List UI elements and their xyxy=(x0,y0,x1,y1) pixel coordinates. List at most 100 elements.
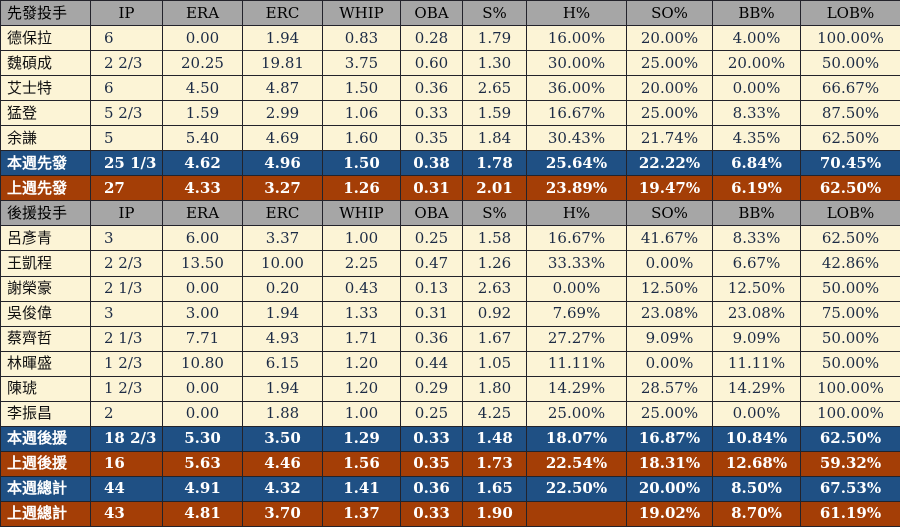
stat-cell: 1.37 xyxy=(322,500,401,527)
stat-cell: 0.33 xyxy=(400,425,463,452)
stat-cell: 3.00 xyxy=(162,300,243,327)
stat-cell: 7.69% xyxy=(526,300,627,327)
summary-name: 本週總計 xyxy=(0,475,91,502)
stat-cell: 2.65 xyxy=(462,75,527,102)
stat-cell: 0.36 xyxy=(400,75,463,102)
stat-cell: 11.11% xyxy=(712,350,801,377)
column-header: ERA xyxy=(162,0,243,27)
stat-cell: 1.06 xyxy=(322,100,401,127)
stat-cell: 3.75 xyxy=(322,50,401,77)
stat-cell: 3 xyxy=(90,225,163,252)
stat-cell: 25.00% xyxy=(626,100,713,127)
player-name: 猛登 xyxy=(0,100,91,127)
stat-cell: 4.87 xyxy=(242,75,323,102)
section-header-row: 先發投手 IP ERA ERC WHIP OBA S% H% SO% BB% LOB% xyxy=(0,0,900,27)
stat-cell: 0.00 xyxy=(162,400,243,427)
player-name: 德保拉 xyxy=(0,25,91,52)
summary-name: 本週先發 xyxy=(0,150,91,177)
stat-cell: 25.00% xyxy=(626,50,713,77)
column-header: H% xyxy=(526,200,627,227)
column-header: IP xyxy=(90,200,163,227)
stat-cell: 25 1/3 xyxy=(90,150,163,177)
player-row: 呂彥青 3 6.00 3.37 1.00 0.25 1.58 16.67% 41.67% 8.33… xyxy=(0,225,900,252)
stat-cell: 0.36 xyxy=(400,325,463,352)
column-header: IP xyxy=(90,0,163,27)
stat-cell: 22.50% xyxy=(526,475,627,502)
stat-cell: 6.19% xyxy=(712,175,801,202)
stat-cell: 8.33% xyxy=(712,100,801,127)
stat-cell: 1.48 xyxy=(462,425,527,452)
stat-cell: 18 2/3 xyxy=(90,425,163,452)
stat-cell: 87.50% xyxy=(800,100,900,127)
stat-cell: 75.00% xyxy=(800,300,900,327)
stat-cell: 100.00% xyxy=(800,25,900,52)
column-header: ERC xyxy=(242,0,323,27)
stat-cell: 3.27 xyxy=(242,175,323,202)
player-name: 林暉盛 xyxy=(0,350,91,377)
stat-cell: 0.83 xyxy=(322,25,401,52)
column-header: H% xyxy=(526,0,627,27)
stat-cell: 0.31 xyxy=(400,300,463,327)
stat-cell: 36.00% xyxy=(526,75,627,102)
player-row: 蔡齊哲 2 1/3 7.71 4.93 1.71 0.36 1.67 27.27% 9.09% 9… xyxy=(0,325,900,352)
stat-cell: 8.70% xyxy=(712,500,801,527)
stat-cell: 4.46 xyxy=(242,450,323,477)
stat-cell: 0.33 xyxy=(400,100,463,127)
stat-cell: 0.43 xyxy=(322,275,401,302)
player-row: 艾士特 6 4.50 4.87 1.50 0.36 2.65 36.00% 20.00% 0.00… xyxy=(0,75,900,102)
stat-cell: 4.96 xyxy=(242,150,323,177)
stat-cell: 1.90 xyxy=(462,500,527,527)
player-row: 德保拉 6 0.00 1.94 0.83 0.28 1.79 16.00% 20.00% 4.00… xyxy=(0,25,900,52)
stat-cell: 1.30 xyxy=(462,50,527,77)
player-row: 王凱程 2 2/3 13.50 10.00 2.25 0.47 1.26 33.33% 0.00… xyxy=(0,250,900,277)
stat-cell: 7.71 xyxy=(162,325,243,352)
stat-cell: 23.89% xyxy=(526,175,627,202)
stat-cell: 1.26 xyxy=(322,175,401,202)
stat-cell: 100.00% xyxy=(800,375,900,402)
stat-cell: 0.29 xyxy=(400,375,463,402)
stat-cell: 50.00% xyxy=(800,275,900,302)
stat-cell: 2 1/3 xyxy=(90,275,163,302)
stat-cell: 28.57% xyxy=(626,375,713,402)
stat-cell: 19.47% xyxy=(626,175,713,202)
stat-cell: 2.99 xyxy=(242,100,323,127)
stat-cell: 30.00% xyxy=(526,50,627,77)
stat-cell: 1.71 xyxy=(322,325,401,352)
stat-cell: 11.11% xyxy=(526,350,627,377)
stat-cell: 33.33% xyxy=(526,250,627,277)
column-header: SO% xyxy=(626,200,713,227)
stat-cell: 25.64% xyxy=(526,150,627,177)
stat-cell: 0.00% xyxy=(626,350,713,377)
player-row: 謝榮豪 2 1/3 0.00 0.20 0.43 0.13 2.63 0.00% 12.50% 1… xyxy=(0,275,900,302)
stat-cell: 1 2/3 xyxy=(90,350,163,377)
stat-cell: 0.00% xyxy=(626,250,713,277)
stat-cell: 20.00% xyxy=(626,25,713,52)
stat-cell: 0.25 xyxy=(400,400,463,427)
stat-cell: 14.29% xyxy=(526,375,627,402)
stat-cell: 2 1/3 xyxy=(90,325,163,352)
column-header: WHIP xyxy=(322,200,401,227)
column-header: S% xyxy=(462,200,527,227)
stat-cell: 0.00% xyxy=(526,275,627,302)
stat-cell: 41.67% xyxy=(626,225,713,252)
player-name: 吳俊偉 xyxy=(0,300,91,327)
stat-cell: 18.31% xyxy=(626,450,713,477)
stat-cell: 4.32 xyxy=(242,475,323,502)
stat-cell: 67.53% xyxy=(800,475,900,502)
stat-cell: 1.29 xyxy=(322,425,401,452)
stat-cell: 62.50% xyxy=(800,425,900,452)
stat-cell: 1.80 xyxy=(462,375,527,402)
stat-cell: 1.56 xyxy=(322,450,401,477)
stat-cell: 4.25 xyxy=(462,400,527,427)
stat-cell: 61.19% xyxy=(800,500,900,527)
stat-cell: 5.30 xyxy=(162,425,243,452)
column-header: S% xyxy=(462,0,527,27)
stat-cell: 1.94 xyxy=(242,25,323,52)
column-header: SO% xyxy=(626,0,713,27)
stat-cell: 1.88 xyxy=(242,400,323,427)
stat-cell: 1.58 xyxy=(462,225,527,252)
stat-cell: 1.94 xyxy=(242,375,323,402)
stat-cell: 4.93 xyxy=(242,325,323,352)
